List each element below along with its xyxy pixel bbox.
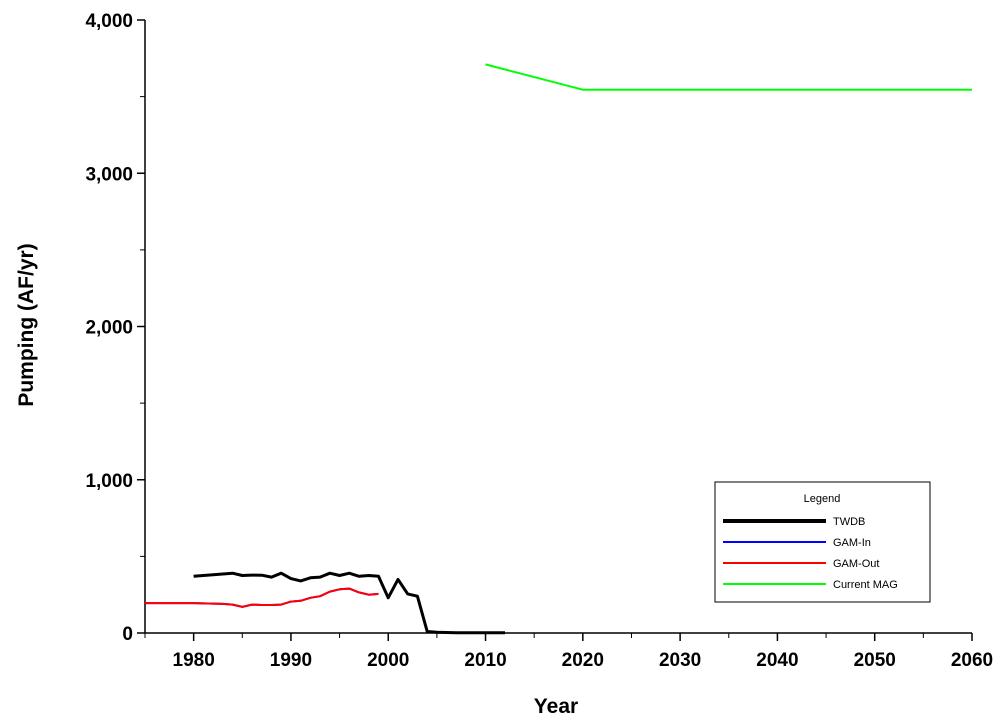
x-tick-label: 1980 — [173, 650, 215, 671]
x-tick-label: 2010 — [464, 650, 506, 671]
y-tick-label: 2,000 — [85, 318, 133, 339]
series-line-twdb — [193, 571, 505, 635]
legend-label-gam-in: GAM-In — [833, 537, 871, 549]
x-tick-label: 2060 — [951, 650, 993, 671]
series-line-current-mag — [485, 63, 972, 91]
legend-title: Legend — [804, 493, 841, 505]
legend: Legend TWDB GAM-In GAM-Out Current MAG — [714, 481, 931, 603]
y-tick-label: 4,000 — [85, 11, 133, 32]
y-tick-label: 0 — [122, 624, 133, 645]
y-axis-title: Pumping (AF/yr) — [15, 243, 38, 406]
x-tick-label: 2000 — [367, 650, 409, 671]
x-tick-label: 2030 — [659, 650, 701, 671]
x-tick-label: 2050 — [854, 650, 896, 671]
legend-label-current-mag: Current MAG — [833, 579, 898, 591]
x-axis-title: Year — [534, 695, 578, 718]
legend-label-gam-out: GAM-Out — [833, 558, 879, 570]
axes: 0 1,000 2,000 3,000 4,000 1980 1990 2000 2010 202… — [85, 11, 993, 671]
x-tick-label: 1990 — [270, 650, 312, 671]
series-layer — [145, 63, 972, 635]
y-tick-label: 1,000 — [85, 471, 133, 492]
x-tick-label: 2020 — [562, 650, 604, 671]
y-tick-label: 3,000 — [85, 164, 133, 185]
legend-label-twdb: TWDB — [833, 516, 865, 528]
x-tick-label: 2040 — [756, 650, 798, 671]
series-line-gam-out — [145, 587, 379, 608]
